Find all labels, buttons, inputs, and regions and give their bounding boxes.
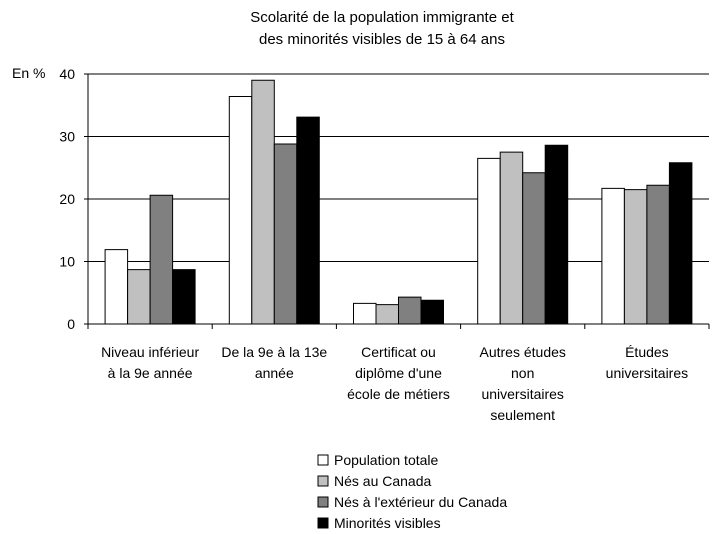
x-category-label: Niveau inférieur [101,344,199,360]
legend: Population totale Nés au Canada Nés à l'ex… [317,452,507,531]
x-category-label: seulement [490,407,555,423]
x-category-label: universitaires [481,386,563,402]
legend-swatch [317,454,329,466]
x-category-label: année [255,365,294,381]
bar-1-5 [601,187,625,325]
bar-3-3 [398,296,422,325]
x-category-label: universitaires [606,365,688,381]
bar-2-5 [623,189,648,325]
chart-title-line-2: des minorités visibles de 15 à 64 ans [259,31,505,48]
y-tick-label: 10 [59,254,75,270]
x-category-label: De la 9e à la 13e [221,344,327,360]
y-tick-label: 20 [59,191,75,207]
bar-1-2 [228,96,253,325]
bar-1-4 [477,157,501,325]
bar-3-5 [646,184,670,325]
y-tick-label: 30 [59,129,75,145]
legend-label: Nés au Canada [334,473,432,489]
bar-3-1 [149,194,174,325]
legend-swatch [317,496,329,508]
legend-label: Nés à l'extérieur du Canada [334,494,507,510]
legend-label: Minorités visibles [334,515,441,531]
x-category-label: Autres études [480,344,566,360]
bar-1-3 [353,302,377,325]
bar-3-4 [522,172,546,325]
bar-3-2 [273,143,298,325]
bar-4-5 [668,162,693,325]
bar-4-2 [296,116,320,325]
bar-2-3 [375,304,399,325]
legend-swatch [317,475,329,487]
x-category-label: Certificat ou [361,344,436,360]
bar-4-4 [544,144,569,325]
chart-title-line-1: Scolarité de la population immigrante et [250,9,514,26]
bar-1-1 [104,249,129,325]
x-category-label: école de métiers [347,386,450,402]
bar-2-2 [251,79,275,325]
bar-2-4 [499,151,524,325]
bar-2-1 [127,269,151,325]
x-category-label: non [511,365,534,381]
y-axis-label: En % [12,65,45,81]
y-tick-label: 0 [67,316,75,332]
y-tick-label: 40 [59,66,75,82]
x-category-label: Études [625,344,669,360]
legend-label: Population totale [334,452,439,468]
bar-4-3 [420,299,444,325]
x-category-label: à la 9e année [108,365,193,381]
x-category-label: diplôme d'une [355,365,442,381]
legend-swatch [317,517,329,529]
bar-4-1 [172,269,196,325]
